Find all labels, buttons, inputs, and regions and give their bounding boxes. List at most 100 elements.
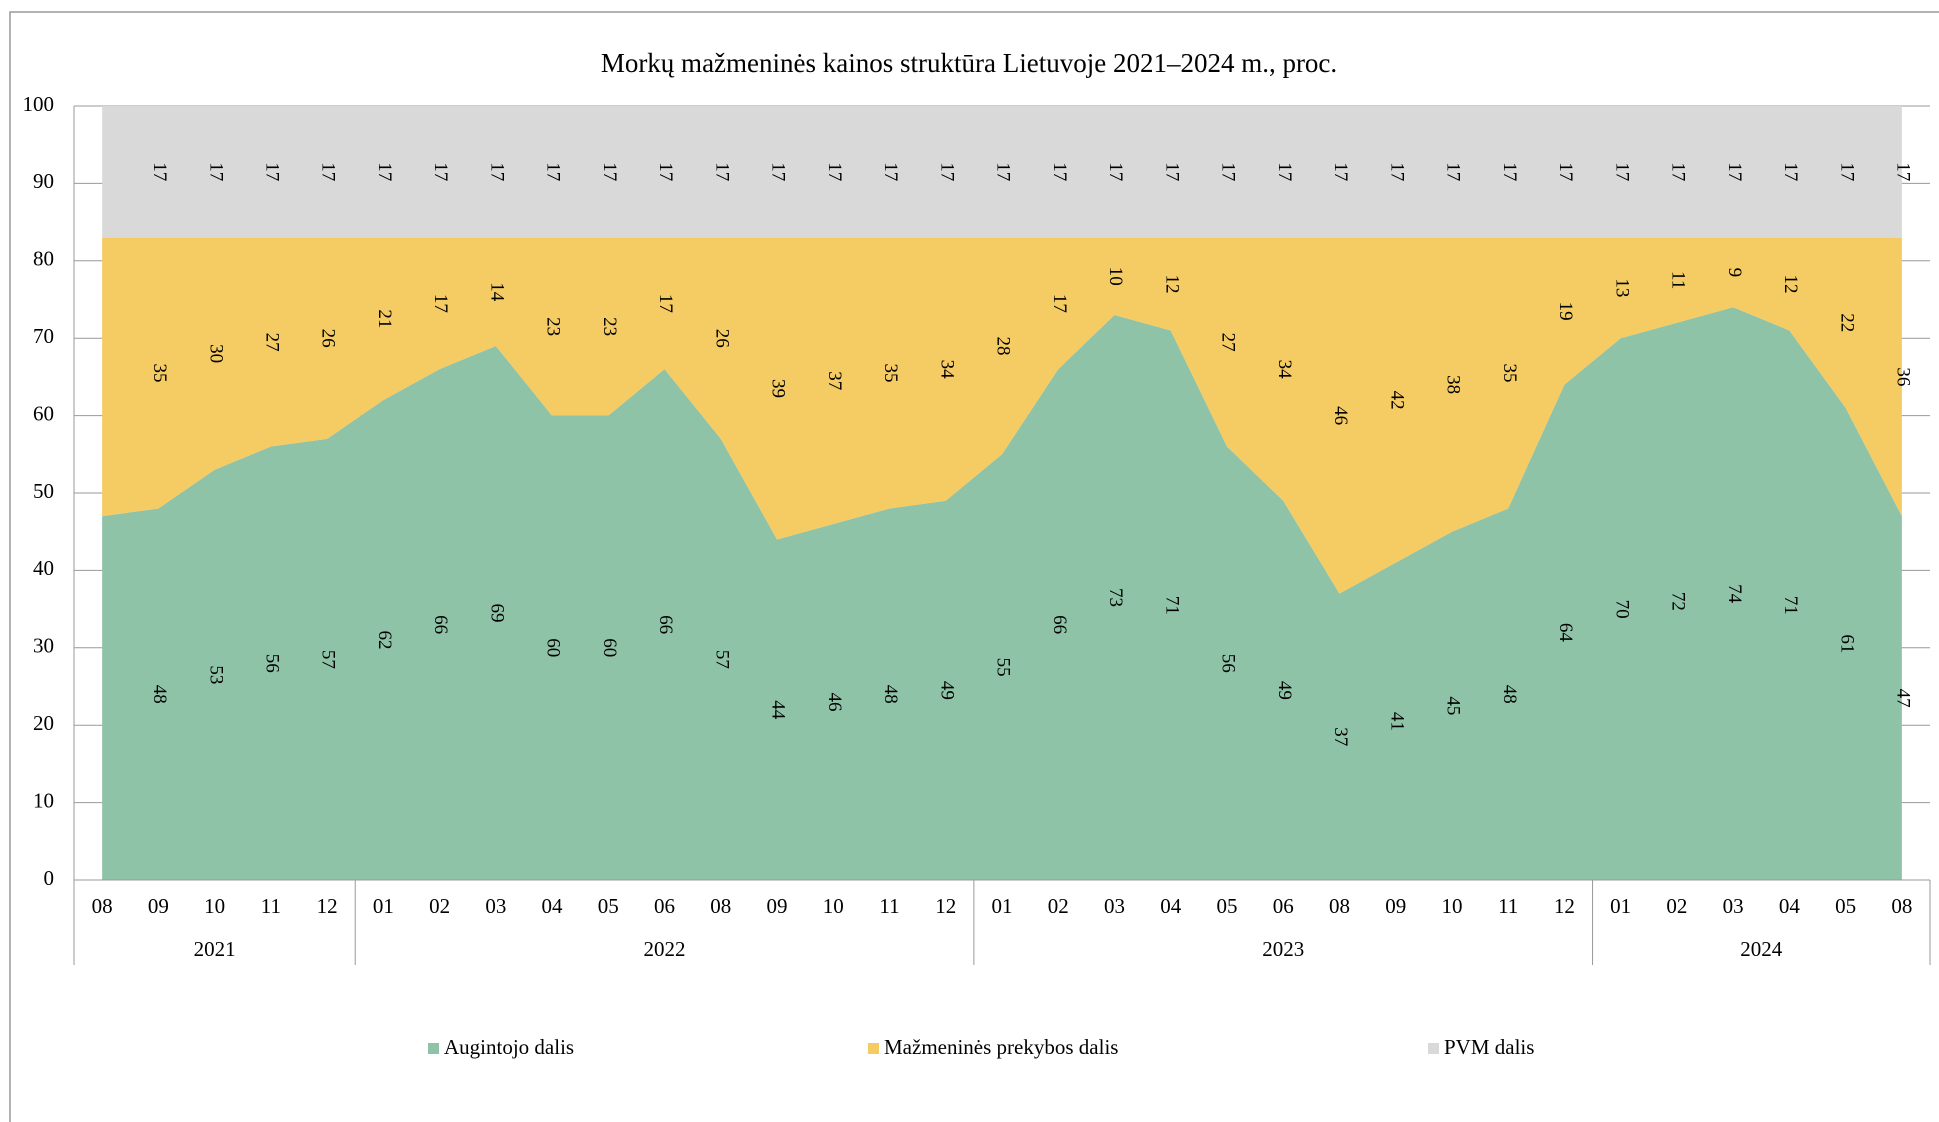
data-label: 21 [374, 309, 395, 328]
data-label: 37 [1330, 727, 1351, 746]
data-label: 17 [768, 162, 789, 181]
data-label: 17 [149, 162, 170, 181]
data-label: 36 [1893, 367, 1914, 386]
x-tick-label: 11 [1498, 894, 1518, 918]
x-tick-label: 05 [1835, 894, 1856, 918]
y-tick-label: 60 [33, 401, 54, 425]
y-tick-label: 20 [33, 711, 54, 735]
x-tick-label: 04 [1779, 894, 1801, 918]
data-label: 17 [1668, 162, 1689, 181]
data-label: 48 [1499, 685, 1520, 704]
data-label: 66 [430, 615, 451, 634]
x-group-label: 2023 [1262, 937, 1304, 961]
data-label: 60 [599, 638, 620, 657]
data-label: 49 [936, 681, 957, 700]
data-label: 66 [655, 615, 676, 634]
data-label: 69 [486, 603, 507, 622]
data-label: 41 [1386, 712, 1407, 731]
data-label: 17 [430, 162, 451, 181]
data-label: 72 [1668, 592, 1689, 611]
data-label: 17 [1049, 162, 1070, 181]
data-label: 11 [1668, 271, 1689, 289]
data-label: 17 [1049, 294, 1070, 313]
data-label: 44 [768, 700, 789, 720]
data-label: 55 [993, 658, 1014, 677]
data-label: 17 [205, 162, 226, 181]
data-label: 17 [993, 162, 1014, 181]
y-tick-label: 0 [44, 866, 55, 890]
x-tick-label: 12 [1554, 894, 1575, 918]
legend-swatch [1428, 1043, 1439, 1054]
data-label: 17 [1836, 162, 1857, 181]
data-label: 38 [1443, 375, 1464, 394]
data-label: 45 [1443, 696, 1464, 715]
x-group-label: 2021 [194, 937, 236, 961]
x-tick-label: 01 [373, 894, 394, 918]
data-label: 9 [1724, 268, 1745, 278]
data-label: 56 [261, 654, 282, 673]
data-label: 27 [261, 333, 282, 352]
data-label: 73 [1105, 588, 1126, 607]
data-label: 34 [936, 360, 957, 380]
x-tick-label: 08 [92, 894, 113, 918]
data-label: 17 [1443, 162, 1464, 181]
data-label: 47 [1893, 689, 1914, 708]
y-tick-label: 100 [23, 92, 55, 116]
data-label: 17 [1218, 162, 1239, 181]
x-tick-label: 06 [654, 894, 675, 918]
y-tick-label: 10 [33, 788, 54, 812]
x-tick-label: 12 [317, 894, 338, 918]
data-label: 12 [1780, 275, 1801, 294]
data-label: 22 [1836, 313, 1857, 332]
data-label: 17 [880, 162, 901, 181]
x-tick-label: 04 [542, 894, 564, 918]
data-label: 61 [1836, 634, 1857, 653]
legend-label: Augintojo dalis [444, 1035, 574, 1059]
x-tick-label: 03 [485, 894, 506, 918]
x-tick-label: 01 [1610, 894, 1631, 918]
data-label: 35 [880, 364, 901, 383]
data-label: 17 [936, 162, 957, 181]
data-label: 66 [1049, 615, 1070, 634]
data-label: 17 [711, 162, 732, 181]
data-label: 17 [374, 162, 395, 181]
data-label: 23 [543, 317, 564, 336]
x-group-label: 2022 [644, 937, 686, 961]
x-tick-label: 09 [148, 894, 169, 918]
x-tick-label: 04 [1160, 894, 1182, 918]
data-label: 12 [1161, 275, 1182, 294]
data-label: 17 [261, 162, 282, 181]
data-label: 70 [1611, 600, 1632, 619]
data-label: 57 [711, 650, 732, 669]
x-tick-label: 10 [823, 894, 844, 918]
chart-title: Morkų mažmeninės kainos struktūra Lietuv… [601, 48, 1337, 78]
data-label: 74 [1724, 584, 1745, 604]
data-label: 30 [205, 344, 226, 363]
x-tick-label: 09 [767, 894, 788, 918]
data-label: 17 [824, 162, 845, 181]
data-label: 17 [599, 162, 620, 181]
data-label: 17 [1274, 162, 1295, 181]
data-label: 17 [1105, 162, 1126, 181]
x-tick-label: 01 [992, 894, 1013, 918]
data-label: 64 [1555, 623, 1576, 643]
area [102, 237, 1902, 594]
x-tick-label: 09 [1385, 894, 1406, 918]
data-label: 35 [1499, 364, 1520, 383]
data-label: 17 [1780, 162, 1801, 181]
data-label: 17 [318, 162, 339, 181]
data-label: 71 [1161, 596, 1182, 615]
data-label: 17 [486, 162, 507, 181]
data-label: 53 [205, 665, 226, 684]
data-label: 49 [1274, 681, 1295, 700]
y-tick-label: 70 [33, 324, 54, 348]
x-tick-label: 03 [1104, 894, 1125, 918]
data-label: 17 [1499, 162, 1520, 181]
data-label: 13 [1611, 278, 1632, 297]
data-label: 17 [1555, 162, 1576, 181]
legend-label: Mažmeninės prekybos dalis [884, 1035, 1118, 1059]
data-label: 60 [543, 638, 564, 657]
data-label: 17 [1386, 162, 1407, 181]
data-label: 56 [1218, 654, 1239, 673]
